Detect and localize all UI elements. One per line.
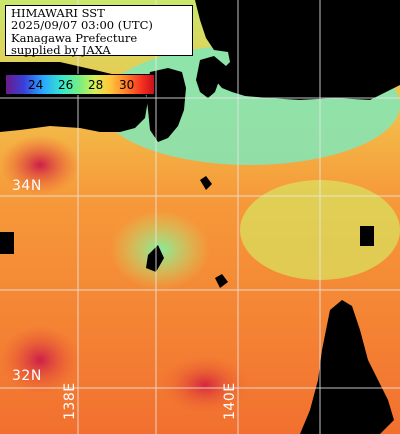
land-fragment-east (360, 226, 374, 246)
lat-label-32n: 32N (12, 368, 42, 384)
title-line-credit: supplied by JAXA (11, 44, 111, 57)
warm-spot-south (160, 355, 250, 415)
warm-spot-southwest (0, 325, 80, 395)
title-box: HIMAWARI SST 2025/09/07 03:00 (UTC) Kana… (5, 5, 193, 57)
scale-tick-26: 26 (58, 78, 74, 92)
temperature-color-scale: 24 26 28 30 (5, 74, 155, 95)
scale-tick-30: 30 (119, 78, 135, 92)
lon-label-140e: 140E (222, 382, 238, 420)
land-fragment-west (0, 232, 14, 254)
title-line-satellite: HIMAWARI SST (11, 7, 105, 20)
land-north (195, 0, 400, 100)
lat-label-34n: 34N (12, 178, 42, 194)
land-peninsula (196, 56, 226, 98)
warm-spot-west (0, 135, 80, 195)
title-line-timestamp: 2025/09/07 03:00 (UTC) (11, 19, 153, 32)
title-line-region: Kanagawa Prefecture (11, 31, 138, 45)
lon-label-138e: 138E (62, 382, 78, 420)
island-miyake (215, 274, 228, 288)
land-east (300, 300, 394, 434)
scale-tick-28: 28 (88, 78, 104, 92)
island-oshima (200, 176, 212, 190)
island-small (146, 245, 164, 272)
scale-tick-24: 24 (28, 78, 44, 92)
